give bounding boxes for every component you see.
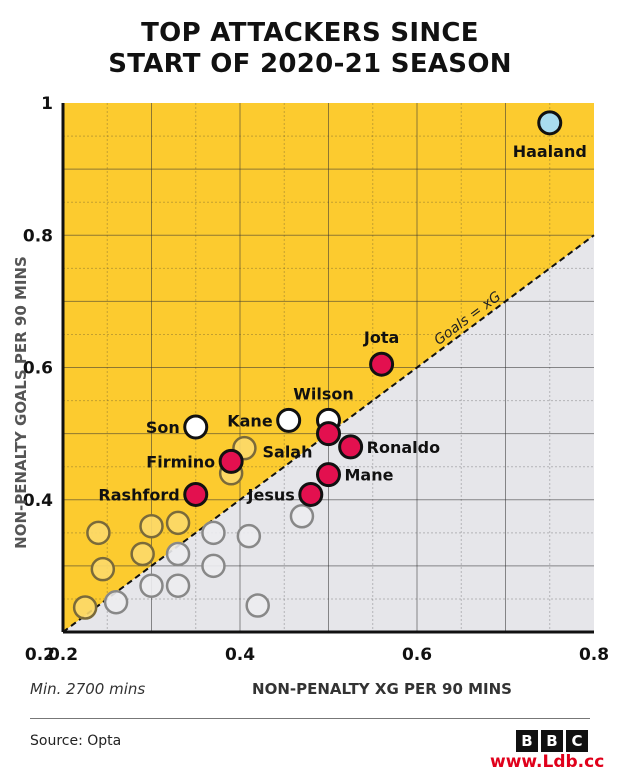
player-label-ronaldo: Ronaldo <box>367 438 440 457</box>
player-label-son: Son <box>146 418 180 437</box>
data-point <box>130 541 155 567</box>
player-label-wilson: Wilson <box>293 384 354 403</box>
data-point <box>165 541 191 567</box>
bbc-logo-letter: B <box>541 730 563 752</box>
y-tick-label: 0.8 <box>23 226 53 246</box>
y-tick-label: 0.6 <box>23 359 53 379</box>
player-point-salah <box>316 421 341 447</box>
data-point <box>165 510 191 536</box>
data-point <box>86 520 111 546</box>
data-point <box>139 513 164 539</box>
y-tick-label: 1 <box>41 94 53 114</box>
y-tick-label: 0.4 <box>23 491 53 511</box>
player-point-haaland <box>537 110 563 136</box>
data-point <box>201 520 226 546</box>
data-point <box>72 595 98 620</box>
data-point <box>165 573 191 598</box>
player-label-jesus: Jesus <box>247 485 295 504</box>
source-note: Source: Opta <box>30 733 122 749</box>
bbc-logo: B B C <box>516 730 588 752</box>
data-point <box>201 553 226 579</box>
player-point-jesus <box>298 481 324 507</box>
chart-title-line-2: START OF 2020-21 SEASON <box>108 49 512 79</box>
x-axis-title: NON-PENALTY XG PER 90 MINS <box>252 680 512 698</box>
chart-title-line-1: TOP ATTACKERS SINCE <box>141 18 479 48</box>
player-label-jota: Jota <box>363 328 399 347</box>
data-point <box>90 556 116 582</box>
x-tick-label: 0.2 <box>48 645 78 665</box>
player-point-firmino <box>218 448 244 474</box>
player-point-ronaldo <box>338 434 364 460</box>
player-point-son <box>183 414 209 440</box>
x-tick-label: 0.4 <box>225 645 255 665</box>
x-tick-label: 0.6 <box>402 645 432 665</box>
chart-title: TOP ATTACKERS SINCE START OF 2020-21 SEA… <box>0 18 620 80</box>
player-label-firmino: Firmino <box>146 452 215 471</box>
bbc-logo-letter: B <box>516 730 538 752</box>
origin-tick-label: 0.2 <box>25 645 55 665</box>
player-label-haaland: Haaland <box>513 142 587 161</box>
scatter-chart: Goals = xG0.2 0.4 0.6 0.80.20.40.60.81NON-P… <box>12 94 609 698</box>
data-point <box>139 573 164 598</box>
footer-divider <box>30 718 590 719</box>
x-tick-label: 0.8 <box>579 645 609 665</box>
player-label-rashford: Rashford <box>98 485 179 504</box>
minimum-minutes-note: Min. 2700 mins <box>30 680 145 698</box>
bbc-logo-letter: C <box>566 730 588 752</box>
player-label-mane: Mane <box>345 466 394 485</box>
data-point <box>236 523 262 549</box>
player-point-kane <box>276 407 302 433</box>
y-axis-title: NON-PENALTY GOALS PER 90 MINS <box>12 256 30 549</box>
player-point-mane <box>316 462 341 488</box>
player-point-rashford <box>183 481 209 507</box>
data-point <box>289 504 315 529</box>
watermark-text: www.Ldb.cc <box>490 752 605 772</box>
player-label-salah: Salah <box>263 443 313 462</box>
player-label-kane: Kane <box>227 411 273 430</box>
data-point <box>245 593 270 618</box>
data-point <box>103 589 129 615</box>
player-point-jota <box>369 351 395 377</box>
